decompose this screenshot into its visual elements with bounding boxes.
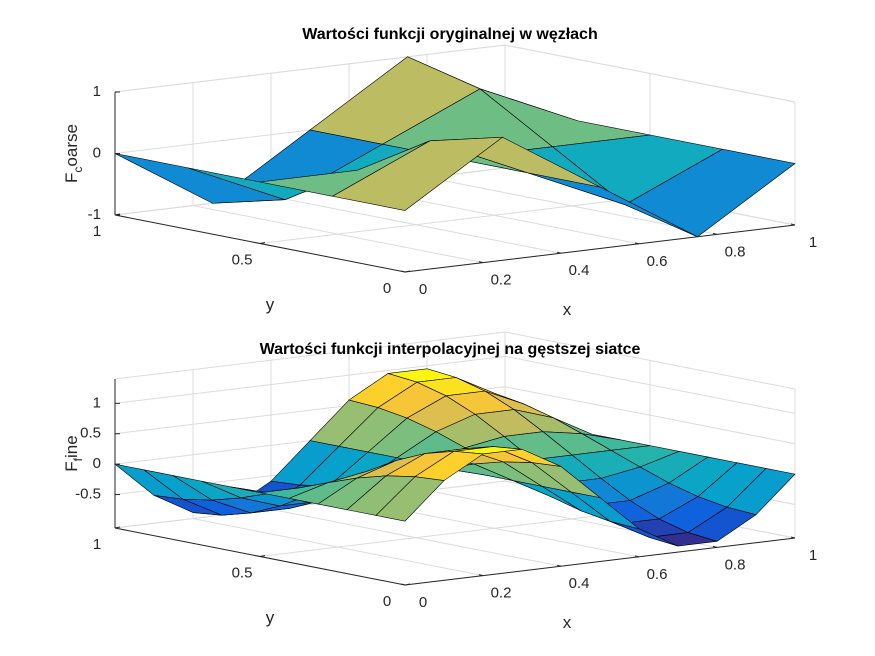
chart-title: Wartości funkcji oryginalnej w węzłach [302, 26, 597, 43]
grid-line [114, 480, 506, 529]
x-tick [556, 251, 562, 254]
y-axis-label: y [266, 295, 275, 314]
x-tick-label: 0.2 [491, 272, 512, 289]
x-tick [478, 261, 484, 264]
x-tick-label: 0.4 [569, 262, 590, 279]
grid-line [259, 196, 651, 244]
x-tick-label: 0 [419, 281, 427, 298]
z-tick-label: 0.5 [80, 425, 101, 442]
z-label-rest: ine [62, 435, 81, 458]
x-tick [634, 242, 640, 245]
grid-line [504, 386, 796, 445]
z-label-main: F [62, 461, 81, 471]
x-axis-label: x [563, 300, 572, 319]
y-tick-label: 0.5 [232, 564, 253, 581]
y-tick-label: 1 [93, 536, 101, 553]
z-label-sub: f [71, 457, 85, 461]
x-tick-label: 1 [809, 234, 817, 251]
grid-line [504, 44, 796, 103]
z-axis-label: Fcoarse [62, 124, 85, 183]
z-tick-label: 1 [93, 83, 101, 100]
x-tick-label: 0.6 [647, 566, 668, 583]
z-tick-label: 1 [93, 394, 101, 411]
y-tick-label: 1 [93, 223, 101, 240]
grid-line [114, 355, 506, 404]
x-tick-label: 0.4 [569, 575, 590, 592]
y-tick [114, 526, 121, 529]
subplot: 0 0.2 0.4 0.6 0.8 1 0 0.5 1 -0.5 0 0.5 1 x y Ffine Warto… [62, 331, 817, 632]
z-tick-label: 0 [93, 455, 101, 472]
x-axis [404, 537, 796, 586]
grid-line [259, 509, 651, 557]
x-tick-label: 0.8 [725, 243, 746, 260]
x-tick [790, 536, 796, 539]
chart-title: Wartości funkcji interpolacyjnej na gęst… [260, 341, 641, 358]
z-label-rest: oarse [62, 124, 81, 167]
x-tick-label: 0 [419, 594, 427, 611]
z-tick-label: -1 [88, 206, 101, 223]
surface-patch [331, 136, 504, 211]
x-axis [404, 224, 796, 273]
x-tick-label: 0.2 [491, 585, 512, 602]
box-edge [114, 331, 506, 380]
y-tick [404, 583, 411, 586]
x-tick [790, 223, 796, 226]
x-tick [634, 555, 640, 558]
x-tick [400, 583, 406, 586]
x-tick [556, 564, 562, 567]
z-tick-label: 0 [93, 144, 101, 161]
x-axis-label: x [563, 613, 572, 632]
grid-line [114, 44, 506, 93]
y-tick-label: 0 [383, 280, 391, 297]
x-tick [712, 545, 718, 548]
z-axis-label: Ffine [62, 435, 85, 471]
y-tick-label: 0.5 [232, 251, 253, 268]
x-tick-label: 0.6 [647, 253, 668, 270]
surface-patch [375, 476, 445, 522]
x-tick [478, 574, 484, 577]
z-tick-label: -0.5 [75, 486, 101, 503]
z-label-main: F [62, 173, 81, 183]
subplot: 00.20.40.60.8100.51-101xyFcoarseWartości… [62, 26, 817, 319]
y-axis-label: y [266, 608, 275, 627]
y-tick [259, 555, 266, 557]
x-tick [712, 232, 718, 235]
x-tick-label: 1 [809, 547, 817, 564]
x-tick-label: 0.8 [725, 556, 746, 573]
y-tick [404, 270, 411, 273]
grid-line [504, 355, 796, 414]
z-label-sub: c [71, 167, 85, 173]
x-tick [400, 270, 406, 273]
y-tick [259, 242, 266, 244]
y-tick-label: 0 [383, 593, 391, 610]
